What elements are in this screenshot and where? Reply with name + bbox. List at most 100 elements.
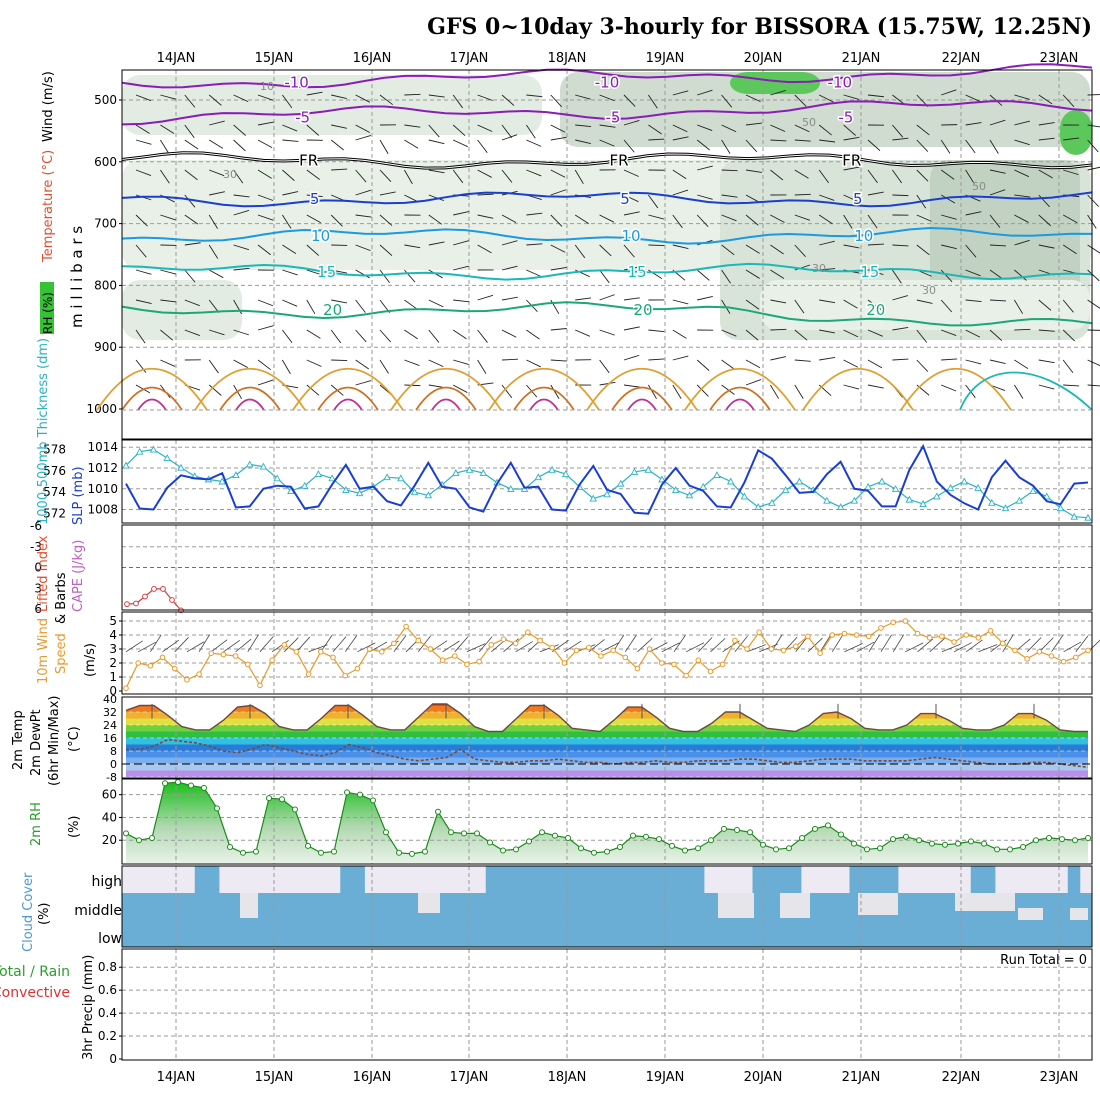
wind-speed-point (476, 658, 482, 665)
isotherm-label: -10 (828, 74, 853, 92)
rh-area (126, 782, 1088, 863)
warm-contour (235, 398, 265, 411)
wind-barb (892, 358, 909, 361)
wind-barb (672, 169, 687, 180)
y-tick-label: 600 (94, 155, 117, 169)
wind10m-barb (137, 641, 156, 653)
wind-barb (599, 214, 615, 223)
cloud-low-bar (764, 921, 778, 947)
wind10m-barb (259, 636, 274, 653)
rh-point (552, 832, 558, 839)
wind-barb (697, 295, 713, 301)
top-date-axis: 14JAN 15JAN 16JAN 17JAN 18JAN 19JAN 20JAN 21JAN… (157, 51, 1079, 66)
cloud-low-bar (534, 921, 547, 947)
wind-barb (428, 94, 445, 98)
warm-contour (292, 368, 404, 411)
wind-barb (379, 329, 391, 343)
wind-barb (745, 94, 761, 103)
wind-barb (282, 191, 299, 196)
wind-speed-point (500, 636, 507, 643)
wind-barb (575, 297, 592, 301)
wind-barb (404, 124, 421, 128)
wind-barb (745, 214, 759, 226)
precip-axis-label: 3hr Precip (mm) (81, 955, 96, 1060)
wind-barb (1087, 124, 1100, 128)
rh-point (643, 833, 649, 840)
wind-barb (721, 194, 738, 198)
wind-barb (599, 139, 615, 147)
wind-barb (404, 269, 416, 283)
wind-speed-point (427, 646, 434, 652)
wind-barb (916, 214, 932, 222)
cloud-low-bar (134, 921, 147, 947)
cloud-low-bar (437, 921, 450, 947)
thickness-point (795, 477, 804, 485)
rh-shading (730, 72, 820, 94)
rh-shading (760, 280, 1090, 330)
wind-barb (599, 381, 616, 386)
rh-point (331, 848, 337, 855)
cloud-low-bar (691, 921, 705, 947)
wind-barb (843, 359, 859, 368)
wind-barb (257, 169, 272, 179)
warm-contour (431, 398, 461, 411)
wind-barb (257, 139, 273, 149)
thickness-point (988, 498, 996, 506)
wind-barb (452, 124, 466, 137)
cloud-middle-bar (619, 893, 632, 921)
wind-barb (331, 124, 347, 129)
wind-barb (941, 329, 957, 336)
cloud-gap (240, 893, 258, 918)
wind-barb (550, 214, 563, 227)
cloud-high-bar (982, 866, 996, 893)
wind-barb (745, 169, 762, 173)
wind-barb (672, 384, 682, 399)
wind-barb (282, 124, 298, 132)
cloud-low-bar (873, 921, 887, 947)
y-tick-label: 0 (109, 1052, 117, 1066)
wind10m-barb (600, 642, 619, 653)
wind-barb (721, 329, 737, 337)
wind-barb (989, 329, 1003, 342)
wind-barb (989, 139, 999, 154)
cloud-middle-bar (522, 893, 535, 921)
bottom-date-label: 15JAN (255, 1070, 294, 1085)
wind-speed-point (756, 629, 763, 636)
wind-barb (501, 134, 518, 141)
wind-speed-point (695, 657, 702, 664)
temp-line (125, 703, 1088, 733)
cloud-middle-bar (146, 893, 159, 921)
cloud-low-bar (655, 921, 669, 947)
cloud-low-bar (194, 921, 208, 947)
thickness-point (644, 465, 652, 473)
temp-tick-label: 0 (110, 758, 117, 771)
cloud-middle-bar (934, 893, 947, 921)
cloud-gap (1070, 908, 1088, 920)
wind-barb (965, 139, 976, 154)
wind-barb (843, 329, 859, 338)
wind10m-barb (844, 643, 863, 653)
cloud-middle-bar (352, 893, 365, 921)
warm-contour (488, 368, 600, 411)
cloud-middle-bar (679, 893, 693, 921)
rh-point (305, 842, 311, 849)
thickness-point (163, 454, 171, 462)
wind-barb (428, 169, 445, 174)
wind10m-barb (357, 642, 376, 653)
isotherm-label: 5 (620, 190, 630, 208)
wind-barb (989, 244, 1006, 247)
cloud-high-bar (340, 866, 353, 893)
rh-point (591, 849, 597, 856)
wind-barb (233, 194, 250, 198)
wind-barb (892, 269, 902, 284)
wind-barb (208, 359, 219, 374)
wind-barb (1062, 299, 1074, 313)
cloud-middle-bar (825, 893, 838, 921)
wind10m-barb (637, 638, 653, 653)
cloud-high-bar (619, 866, 632, 893)
wind-barb (501, 358, 519, 361)
cloud-low-bar (158, 921, 171, 947)
wind-barb (575, 329, 591, 337)
rh-contour-label: 50 (972, 180, 986, 193)
cloud-low-bar (1067, 921, 1081, 947)
